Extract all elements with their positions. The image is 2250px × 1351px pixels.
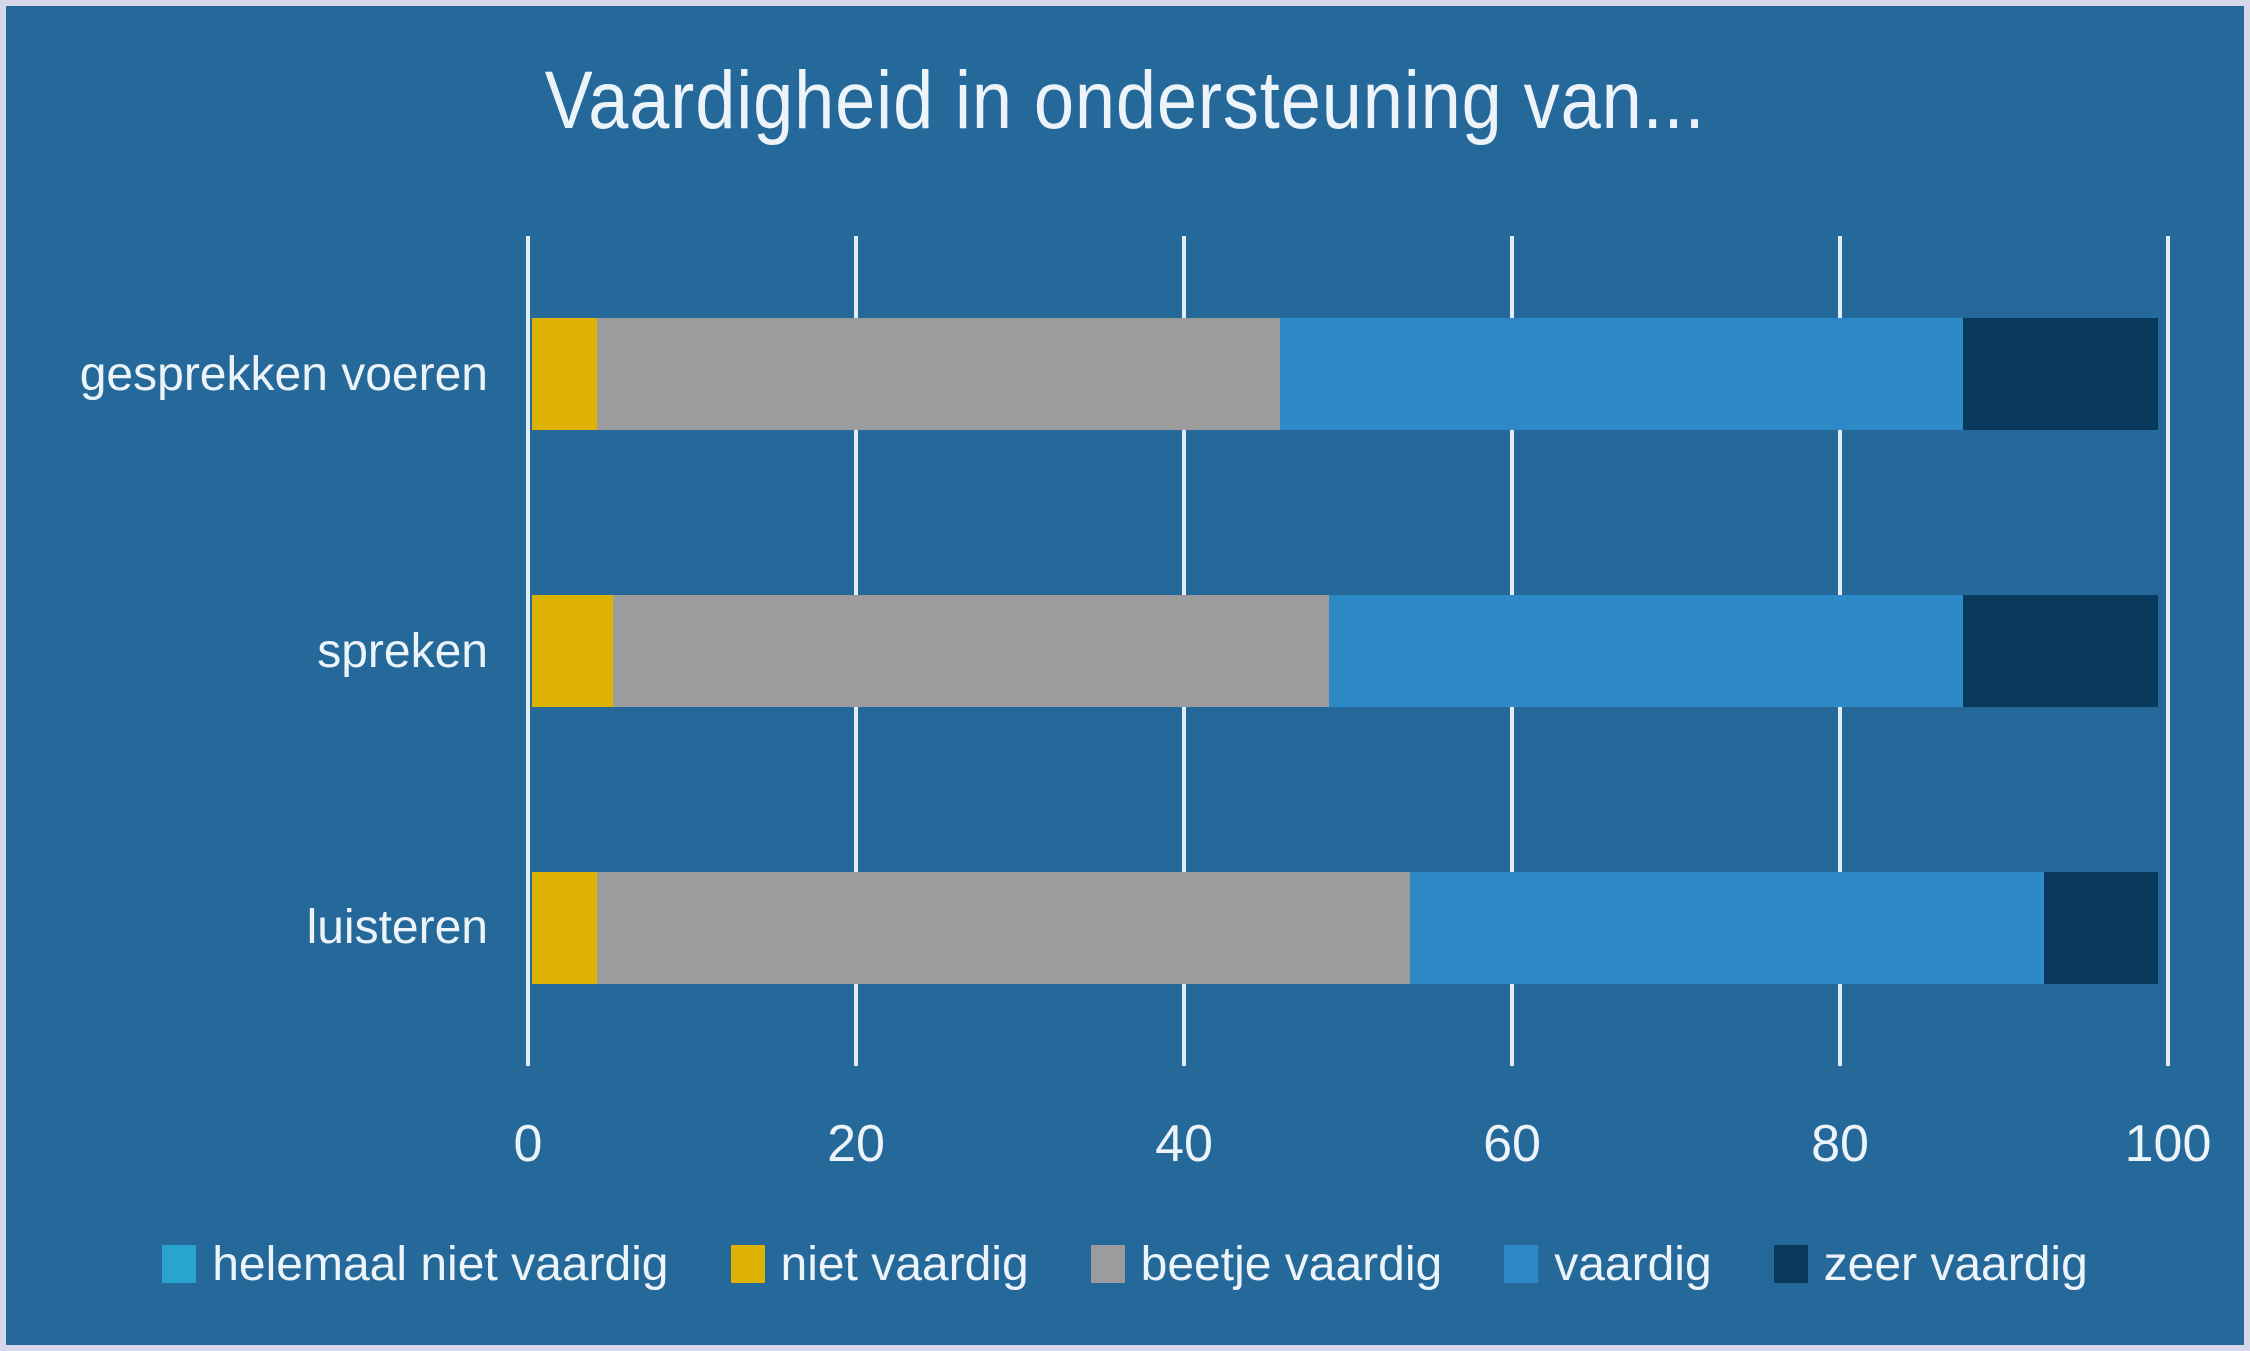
- bar-segment-spreken-beetje-vaardig: [613, 595, 1329, 707]
- bar-segment-luisteren-zeer-vaardig: [2044, 871, 2158, 984]
- legend-swatch-helemaal-niet-vaardig: [162, 1245, 197, 1283]
- x-axis-ticks: 0 20 40 60 80 100: [514, 1114, 2212, 1174]
- category-label-gesprekken-voeren: gesprekken voeren: [79, 347, 488, 401]
- bar-segment-gesprekken-voeren-zeer-vaardig: [1962, 318, 2158, 431]
- x-tick-label-60: 60: [1483, 1115, 1541, 1173]
- category-label-luisteren: luisteren: [306, 901, 488, 955]
- legend-label-niet-vaardig: niet vaardig: [780, 1237, 1029, 1291]
- bar-segment-luisteren-beetje-vaardig: [597, 871, 1411, 984]
- legend-label-helemaal-niet-vaardig: helemaal niet vaardig: [212, 1237, 669, 1291]
- bar-row-luisteren: [528, 789, 2168, 1066]
- legend-label-vaardig: vaardig: [1554, 1237, 1712, 1291]
- stacked-bar-spreken: [532, 595, 2158, 707]
- bar-segment-luisteren-niet-vaardig: [532, 871, 598, 984]
- legend-label-zeer-vaardig: zeer vaardig: [1823, 1237, 2088, 1291]
- bar-segment-luisteren-vaardig: [1410, 871, 2045, 984]
- legend-item-helemaal-niet-vaardig: helemaal niet vaardig: [162, 1237, 669, 1292]
- stacked-bar-luisteren: [532, 871, 2158, 984]
- bar-segment-gesprekken-voeren-beetje-vaardig: [597, 318, 1280, 431]
- legend-label-beetje-vaardig: beetje vaardig: [1140, 1237, 1443, 1291]
- legend-swatch-zeer-vaardig: [1773, 1245, 1808, 1283]
- gridline-0: [526, 236, 530, 1066]
- x-tick-label-0: 0: [513, 1115, 543, 1173]
- bar-segment-gesprekken-voeren-niet-vaardig: [532, 318, 598, 431]
- legend-item-niet-vaardig: niet vaardig: [730, 1237, 1029, 1292]
- legend-swatch-beetje-vaardig: [1090, 1245, 1125, 1283]
- category-labels: gesprekken voeren spreken luisteren: [6, 236, 488, 1066]
- legend: helemaal niet vaardig niet vaardig beetje …: [6, 1234, 2244, 1294]
- legend-swatch-niet-vaardig: [730, 1245, 765, 1283]
- legend-item-beetje-vaardig: beetje vaardig: [1090, 1237, 1443, 1292]
- chart-title: Vaardigheid in ondersteuning van...: [544, 55, 1706, 146]
- bar-row-gesprekken-voeren: [528, 236, 2168, 513]
- bars-layer: [528, 236, 2168, 1066]
- bar-segment-spreken-zeer-vaardig: [1962, 595, 2158, 707]
- plot-area: [526, 236, 2170, 1066]
- x-tick-label-80: 80: [1811, 1115, 1869, 1173]
- bar-row-spreken: [528, 513, 2168, 790]
- legend-swatch-vaardig: [1504, 1245, 1539, 1283]
- category-label-spreken: spreken: [317, 624, 488, 678]
- legend-item-vaardig: vaardig: [1504, 1237, 1712, 1292]
- stacked-bar-gesprekken-voeren: [532, 318, 2158, 431]
- gridline-100: [2166, 236, 2170, 1066]
- bar-segment-spreken-vaardig: [1328, 595, 1963, 707]
- bar-segment-spreken-niet-vaardig: [532, 595, 614, 707]
- x-tick-label-40: 40: [1155, 1115, 1213, 1173]
- x-tick-label-20: 20: [827, 1115, 885, 1173]
- legend-item-zeer-vaardig: zeer vaardig: [1773, 1237, 2088, 1292]
- x-tick-label-100: 100: [2124, 1115, 2212, 1173]
- bar-segment-gesprekken-voeren-vaardig: [1279, 318, 1963, 431]
